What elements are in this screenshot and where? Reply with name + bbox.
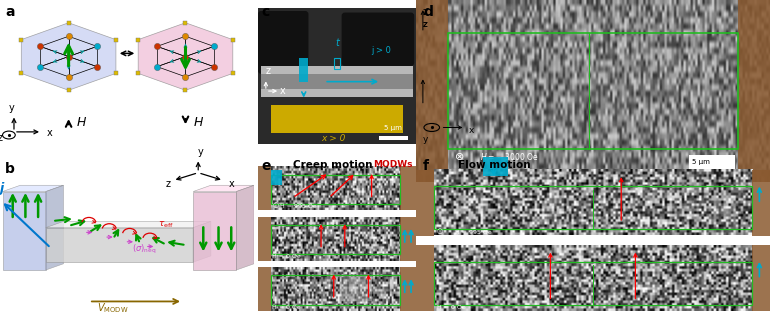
Text: H = 0 Oe: H = 0 Oe: [272, 305, 301, 310]
Text: $V_\mathrm{MODW}$: $V_\mathrm{MODW}$: [96, 301, 128, 314]
Bar: [416, 0, 447, 182]
Polygon shape: [138, 23, 233, 90]
Bar: [333, 58, 340, 69]
Text: y: y: [423, 135, 428, 144]
Polygon shape: [45, 221, 211, 228]
Bar: [299, 58, 309, 82]
Bar: [270, 275, 400, 305]
Text: H = 0 Oe: H = 0 Oe: [437, 305, 466, 310]
Text: y: y: [198, 148, 203, 157]
Bar: [380, 136, 408, 140]
Bar: [261, 74, 413, 89]
Text: ○: ○: [272, 202, 278, 208]
Polygon shape: [45, 228, 193, 262]
Text: z: z: [0, 133, 2, 143]
Text: x: x: [469, 126, 474, 135]
Text: $\tau_\mathrm{eff}$: $\tau_\mathrm{eff}$: [158, 219, 173, 230]
Text: t: t: [335, 38, 339, 47]
Bar: [738, 0, 770, 182]
Polygon shape: [193, 185, 254, 192]
Text: $H$: $H$: [193, 116, 204, 129]
Text: 5 μm: 5 μm: [384, 125, 402, 131]
Text: j: j: [0, 181, 5, 195]
Bar: [416, 170, 434, 236]
Text: ○: ○: [437, 228, 444, 234]
Text: MODWs: MODWs: [373, 160, 413, 169]
Bar: [483, 157, 508, 176]
Text: c: c: [261, 5, 270, 19]
FancyBboxPatch shape: [258, 11, 309, 74]
Text: x: x: [229, 179, 234, 189]
Text: z: z: [423, 20, 427, 29]
Text: x > 0: x > 0: [321, 134, 346, 143]
Bar: [752, 170, 770, 236]
Bar: [434, 187, 752, 229]
Polygon shape: [45, 185, 63, 270]
Text: $H = -3000$ Oe: $H = -3000$ Oe: [480, 151, 538, 162]
Text: ⊗: ⊗: [455, 152, 464, 162]
Text: z: z: [266, 66, 271, 76]
Polygon shape: [22, 23, 116, 90]
Text: H = 995 Oe: H = 995 Oe: [455, 230, 491, 235]
Text: z: z: [423, 20, 427, 29]
Text: $(\sigma)_\mathrm{neq}$: $(\sigma)_\mathrm{neq}$: [132, 243, 156, 256]
Bar: [400, 166, 416, 210]
Bar: [270, 170, 282, 185]
Text: $H$: $H$: [76, 116, 87, 129]
Polygon shape: [193, 221, 211, 262]
Bar: [258, 166, 270, 210]
Bar: [416, 245, 434, 311]
Polygon shape: [236, 185, 254, 270]
Text: e: e: [261, 159, 270, 173]
Text: x: x: [280, 86, 286, 96]
Bar: [258, 267, 270, 311]
Text: x: x: [47, 128, 53, 138]
FancyBboxPatch shape: [342, 13, 414, 66]
Text: Creep motion: Creep motion: [293, 160, 372, 170]
Bar: [752, 245, 770, 311]
Bar: [400, 217, 416, 261]
Text: d: d: [423, 5, 433, 19]
Bar: [400, 267, 416, 311]
Polygon shape: [2, 185, 63, 192]
Text: Flow motion: Flow motion: [458, 160, 531, 170]
Text: b: b: [5, 162, 15, 176]
Bar: [688, 155, 735, 169]
Text: a: a: [5, 5, 15, 19]
Bar: [434, 262, 752, 305]
Text: 5 μm: 5 μm: [692, 159, 710, 165]
Bar: [447, 33, 738, 149]
Bar: [258, 217, 270, 261]
Polygon shape: [193, 192, 236, 270]
Bar: [340, 276, 372, 301]
Text: z: z: [166, 179, 170, 189]
Polygon shape: [2, 192, 45, 270]
Bar: [270, 105, 403, 133]
Text: H = 995 Oe: H = 995 Oe: [280, 204, 316, 209]
Text: H = 0 Oe: H = 0 Oe: [272, 254, 301, 259]
Text: y: y: [8, 104, 15, 113]
Bar: [270, 225, 400, 254]
Text: f: f: [423, 159, 429, 173]
Text: j > 0: j > 0: [372, 46, 391, 55]
Bar: [270, 175, 400, 204]
Bar: [261, 66, 413, 97]
Text: z: z: [423, 7, 428, 17]
Bar: [258, 8, 416, 144]
